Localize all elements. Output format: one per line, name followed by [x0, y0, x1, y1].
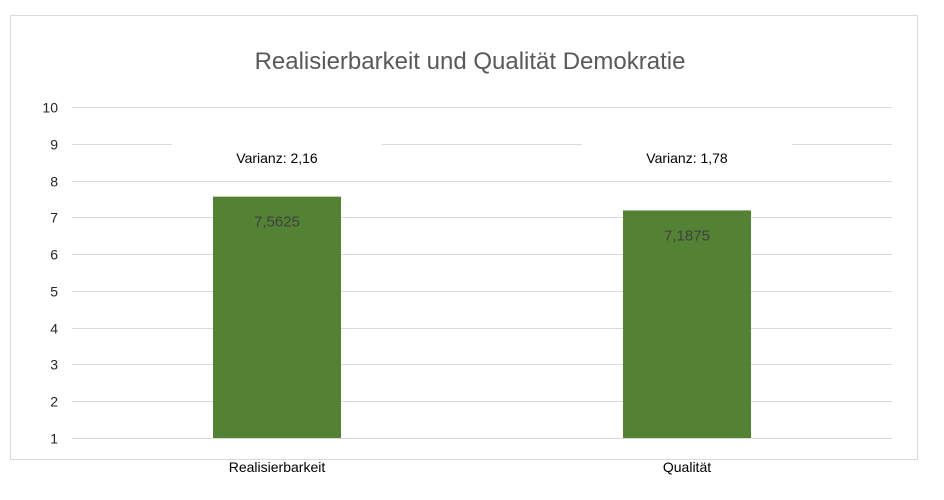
annotation-box [172, 143, 382, 173]
y-tick-label: 8 [50, 174, 58, 190]
y-tick-label: 7 [50, 210, 58, 226]
variance-annotation: Varianz: 1,78 [646, 150, 728, 166]
data-label: 7,5625 [254, 214, 300, 231]
labels: 7,5625 Realisierbarkeit Varianz: 2,16 7,187… [229, 150, 728, 475]
y-tick-label: 2 [50, 394, 58, 410]
bar [623, 210, 751, 438]
bar [213, 196, 341, 438]
y-tick-label: 3 [50, 357, 58, 373]
y-tick-label: 6 [50, 247, 58, 263]
chart-frame [10, 15, 918, 460]
bars [213, 196, 751, 438]
y-axis-ticks: 1 2 3 4 5 6 7 8 9 10 [42, 100, 58, 447]
y-tick-label: 10 [42, 100, 58, 116]
category-label: Qualität [663, 459, 711, 475]
y-tick-label: 1 [50, 431, 58, 447]
chart-title: Realisierbarkeit und Qualität Demokratie [255, 48, 686, 75]
y-tick-label: 4 [50, 321, 58, 337]
data-label: 7,1875 [664, 227, 710, 244]
y-tick-label: 5 [50, 284, 58, 300]
variance-annotation: Varianz: 2,16 [236, 150, 318, 166]
category-label: Realisierbarkeit [229, 459, 326, 475]
y-tick-label: 9 [50, 137, 58, 153]
annotation-box [582, 143, 792, 173]
gridlines [72, 107, 892, 439]
